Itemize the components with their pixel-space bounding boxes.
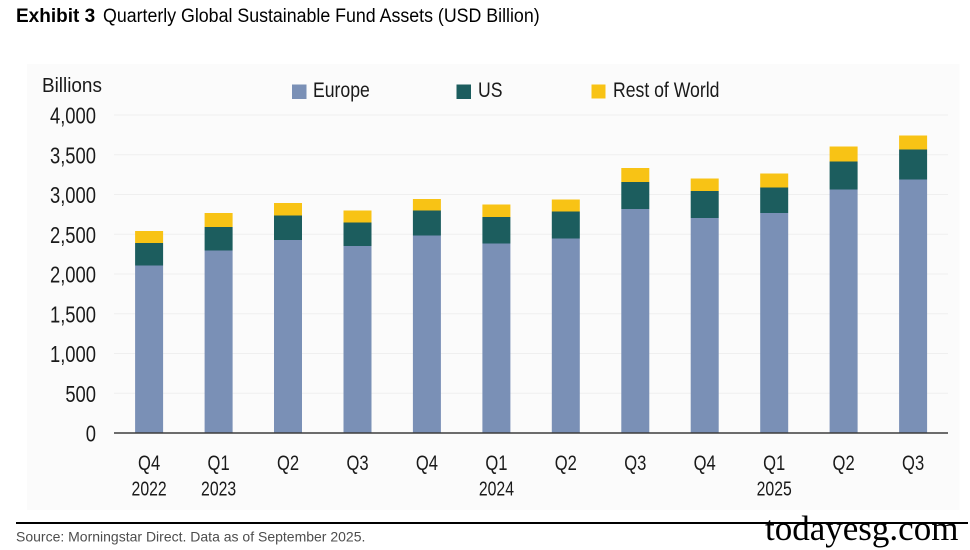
- svg-text:Q3: Q3: [902, 452, 924, 475]
- svg-text:todayesg.com: todayesg.com: [765, 509, 958, 548]
- svg-text:Q2: Q2: [833, 452, 855, 475]
- svg-text:3,500: 3,500: [50, 143, 96, 168]
- svg-text:0: 0: [86, 422, 96, 447]
- svg-text:Q4: Q4: [138, 452, 160, 475]
- svg-text:Q4: Q4: [694, 452, 716, 475]
- svg-text:Q3: Q3: [624, 452, 646, 475]
- svg-text:1,000: 1,000: [50, 342, 96, 367]
- svg-text:Exhibit 3: Exhibit 3: [16, 6, 95, 27]
- svg-text:2025: 2025: [757, 478, 792, 500]
- svg-text:Source: Morningstar Direct. Da: Source: Morningstar Direct. Data as of S…: [16, 529, 365, 545]
- svg-text:Q2: Q2: [277, 452, 299, 475]
- svg-text:Q1: Q1: [208, 452, 230, 475]
- svg-text:Rest of World: Rest of World: [613, 79, 719, 103]
- svg-text:US: US: [478, 79, 503, 103]
- svg-text:2,500: 2,500: [50, 223, 96, 248]
- svg-text:Q2: Q2: [555, 452, 577, 475]
- svg-text:Quarterly Global Sustainable F: Quarterly Global Sustainable Fund Assets…: [103, 4, 540, 26]
- svg-text:Q3: Q3: [346, 452, 368, 475]
- svg-text:Q1: Q1: [485, 452, 507, 475]
- svg-text:2022: 2022: [132, 478, 167, 500]
- svg-text:3,000: 3,000: [50, 183, 96, 208]
- svg-text:500: 500: [65, 382, 96, 407]
- svg-text:Europe: Europe: [313, 79, 370, 103]
- svg-text:Q1: Q1: [763, 452, 785, 475]
- svg-text:2023: 2023: [201, 478, 236, 500]
- svg-text:4,000: 4,000: [50, 104, 96, 129]
- svg-text:1,500: 1,500: [50, 302, 96, 327]
- svg-text:Billions: Billions: [42, 75, 102, 98]
- svg-text:2,000: 2,000: [50, 263, 96, 288]
- svg-text:Q4: Q4: [416, 452, 438, 475]
- svg-text:2024: 2024: [479, 478, 514, 500]
